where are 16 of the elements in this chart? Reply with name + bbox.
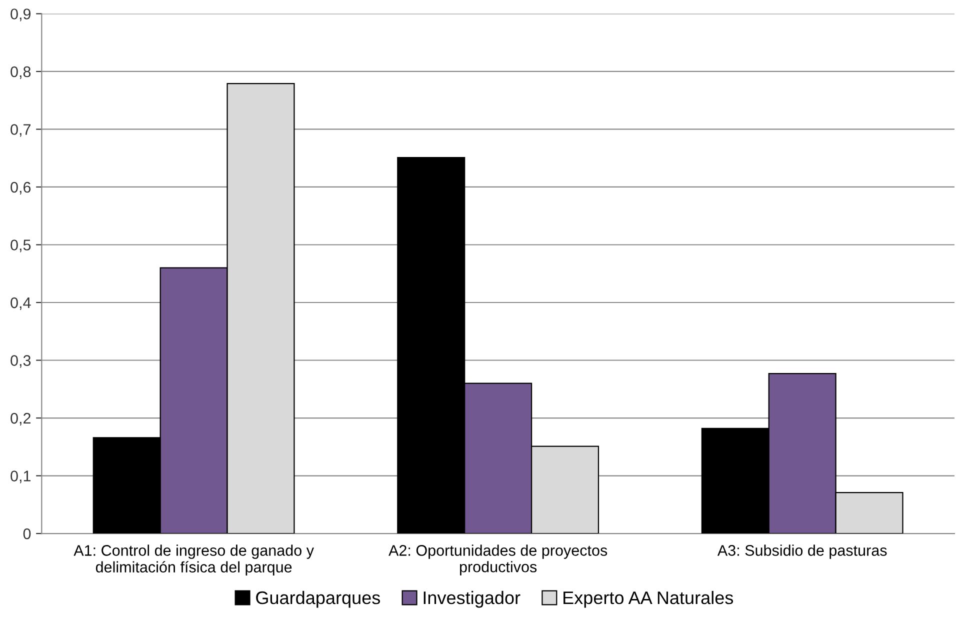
x-tick-label: A2: Oportunidades de proyectos productivos	[388, 544, 608, 576]
x-tick-label: A3: Subsidio de pasturas	[717, 544, 887, 559]
y-tick-label: 0,9	[10, 8, 31, 22]
y-tick-label: 0,3	[10, 355, 31, 368]
y-tick-label: 0,4	[10, 297, 31, 310]
legend-label: Investigador	[424, 590, 520, 608]
y-tick-label: 0,8	[10, 66, 31, 79]
y-tick-label: 0,5	[10, 240, 31, 252]
y-tick-label: 0,6	[10, 182, 31, 194]
y-tick-label: 0	[23, 528, 31, 540]
y-tick-label: 0,1	[10, 470, 31, 484]
legend-label: Guardaparques	[256, 590, 380, 608]
x-tick-label: A1: Control de ingreso de ganado y delimitación física del parque	[74, 544, 314, 576]
legend-label: Experto AA Naturales	[564, 590, 734, 608]
y-tick-label: 0,2	[10, 412, 30, 426]
y-tick-label: 0,7	[10, 124, 30, 137]
